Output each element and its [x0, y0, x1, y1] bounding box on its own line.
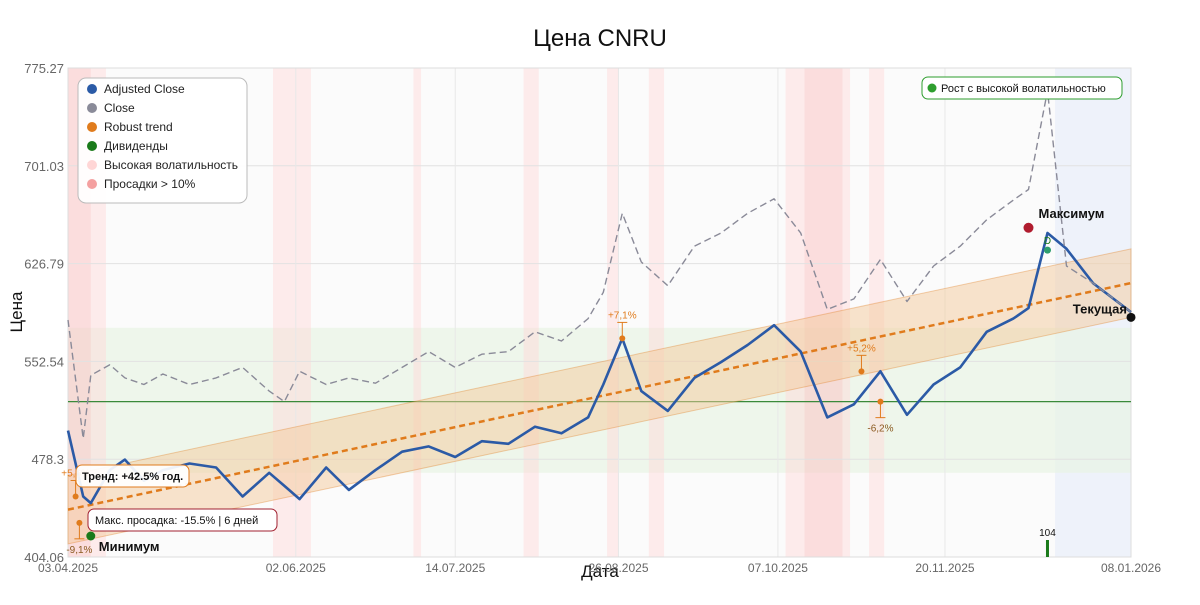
- high-volatility-span: [607, 68, 619, 557]
- chart-title: Цена CNRU: [533, 25, 667, 52]
- volume-bar: [1045, 540, 1049, 557]
- dividend-point: [1043, 246, 1051, 254]
- regime-annotation: Рост с высокой волатильностью: [921, 76, 1123, 100]
- y-tick-label: 775.27: [24, 61, 64, 76]
- change-marker-dot: [72, 493, 79, 500]
- legend-marker: [87, 103, 97, 113]
- legend-marker: [87, 141, 97, 151]
- adjusted-close-line: [66, 231, 1132, 505]
- x-tick-label: 14.07.2025: [425, 561, 485, 575]
- close-line: [67, 90, 1132, 440]
- change-marker-dot: [858, 368, 865, 375]
- high-volatility-span: [523, 68, 539, 557]
- volume-bar-label: 104: [1039, 528, 1056, 539]
- y-tick-label: 552.54: [24, 354, 64, 369]
- legend-label: Adjusted Close: [104, 82, 185, 96]
- max-drawdown-annotation: Макс. просадка: -15.5% | 6 дней: [87, 508, 278, 532]
- maximum-label: Максимум: [1038, 206, 1104, 221]
- x-tick-label: 02.06.2025: [266, 561, 326, 575]
- y-axis-title: Цена: [7, 291, 26, 332]
- change-marker-label: -6,2%: [867, 424, 893, 435]
- x-tick-label: 07.10.2025: [748, 561, 808, 575]
- high-volatility-span: [413, 68, 422, 557]
- legend-box: [77, 77, 248, 204]
- y-tick-label: 478.3: [31, 452, 64, 467]
- maximum-point: [1023, 222, 1034, 233]
- legend-marker: [87, 122, 97, 132]
- legend: Adjusted Close Close Robust trend Дивиденды…: [77, 77, 248, 204]
- legend-label: Дивиденды: [104, 139, 168, 153]
- regime-annotation-text: Рост с высокой волатильностью: [941, 83, 1106, 95]
- y-tick-label: 701.03: [24, 159, 64, 174]
- max-drawdown-text: Макс. просадка: -15.5% | 6 дней: [95, 515, 258, 527]
- x-tick-labels: 03.04.2025 02.06.2025 14.07.2025 26.08.2025…: [38, 561, 1161, 575]
- current-point: [1126, 312, 1136, 322]
- legend-label: Close: [104, 101, 135, 115]
- regime-dot: [927, 83, 937, 93]
- legend-label: Просадки > 10%: [104, 177, 196, 191]
- x-tick-label: 20.11.2025: [915, 561, 974, 575]
- y-tick-labels: 404.06 478.3 552.54 626.79 701.03 775.27: [24, 61, 64, 565]
- x-tick-label: 08.01.2026: [1101, 561, 1161, 575]
- x-tick-label: 03.04.2025: [38, 561, 98, 575]
- trend-annotation: Тренд: +42.5% год.: [75, 464, 190, 488]
- x-axis-title: Дата: [581, 562, 619, 581]
- current-label: Текущая: [1073, 301, 1127, 316]
- legend-items: Adjusted Close Close Robust trend Дивиденды…: [87, 82, 238, 191]
- change-marker-dot: [877, 398, 884, 405]
- change-marker-dot: [619, 335, 626, 342]
- max-drawdown-box: [87, 508, 278, 532]
- change-marker-label: -9,1%: [66, 545, 92, 556]
- x-tick-label: 26.08.2025: [588, 561, 648, 575]
- minimum-point: [86, 531, 96, 541]
- minimum-label: Минимум: [99, 539, 160, 554]
- change-marker-dot: [76, 519, 83, 526]
- legend-marker: [87, 160, 97, 170]
- series-layer: [66, 90, 1132, 505]
- change-marker-label: +5,2%: [847, 343, 876, 354]
- trend-line: [67, 281, 1132, 511]
- trend-annotation-text: Тренд: +42.5% год.: [82, 471, 183, 483]
- y-tick-label: 626.79: [24, 257, 64, 272]
- y-tick-label: 404.06: [24, 550, 64, 565]
- legend-label: Robust trend: [104, 120, 173, 134]
- trend-annotation-box: [75, 464, 190, 488]
- high-volatility-span: [648, 68, 665, 557]
- dividend-label: D: [1044, 236, 1051, 247]
- legend-marker: [87, 84, 97, 94]
- legend-label: Высокая волатильность: [104, 158, 238, 172]
- change-marker-label: +7,1%: [608, 310, 637, 321]
- legend-marker: [87, 179, 97, 189]
- regime-annotation-box: [921, 76, 1123, 100]
